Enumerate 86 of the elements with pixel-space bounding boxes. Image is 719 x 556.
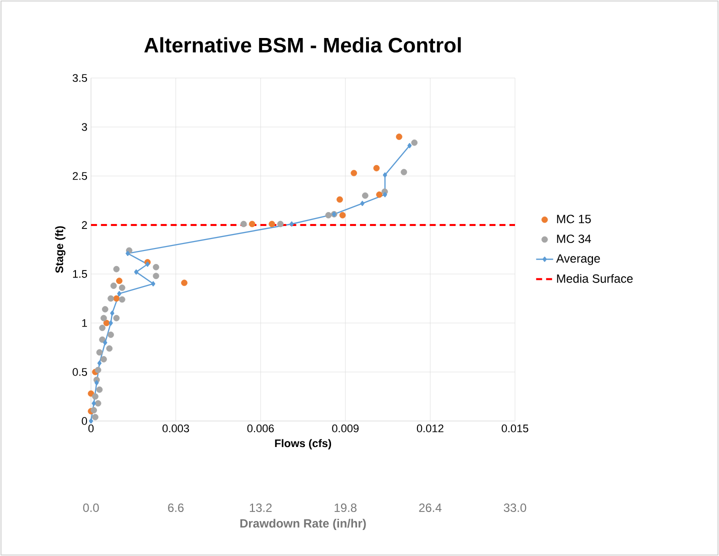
point [290, 221, 294, 227]
y-tick-label: 3 [82, 123, 87, 131]
y-tick-label: 0 [82, 417, 88, 425]
point [152, 272, 160, 280]
point [88, 418, 94, 424]
legend-label: MC 34 [557, 234, 591, 244]
legend-label: MC 15 [557, 214, 591, 224]
x-axis-title: Flows (cfs) [275, 439, 332, 450]
point [145, 262, 150, 267]
y-tick-label: 2.5 [72, 172, 88, 180]
point [108, 332, 114, 338]
point [110, 282, 117, 289]
point [268, 220, 276, 228]
point [411, 139, 418, 146]
point [118, 296, 126, 303]
point [396, 134, 402, 140]
x2-tick-label: 13.2 [250, 504, 272, 512]
point [373, 164, 380, 172]
point [113, 314, 120, 322]
y-tick-label: 0.5 [72, 368, 88, 376]
legend-label: Average [556, 254, 600, 266]
point [103, 340, 108, 346]
point [92, 414, 98, 420]
point [134, 269, 138, 275]
x2-tick-label: 19.8 [334, 504, 357, 512]
chart-title: Alternative BSM - Media Control [144, 37, 461, 53]
point [248, 220, 256, 228]
x-tick-label: 0.012 [416, 424, 444, 432]
x2-axis-title: Drawdown Rate (in/hr) [240, 518, 366, 530]
point [92, 393, 98, 400]
point [118, 284, 126, 291]
point [102, 306, 108, 312]
point [97, 360, 102, 366]
point [106, 345, 113, 352]
x2-tick-label: 6.6 [168, 504, 184, 512]
point [103, 320, 110, 326]
point [362, 192, 368, 199]
y-tick-label: 2 [82, 221, 87, 229]
point [92, 400, 96, 406]
x-tick-label: 0.003 [162, 424, 190, 432]
point [108, 295, 114, 302]
point [96, 386, 103, 393]
x-tick-label: 0.015 [502, 424, 528, 432]
point [336, 196, 343, 203]
x2-tick-label: 0.0 [83, 504, 99, 512]
point [100, 314, 107, 322]
point [407, 143, 412, 148]
point [113, 266, 120, 272]
point [99, 324, 106, 332]
point [117, 291, 122, 296]
legend-label: Media Surface [557, 274, 633, 283]
point [126, 250, 130, 256]
point [360, 200, 364, 206]
x-tick-label: 0.006 [247, 424, 274, 432]
point [151, 281, 156, 286]
x2-tick-label: 26.4 [419, 504, 442, 512]
point [350, 170, 358, 176]
point [94, 400, 102, 407]
y-tick-label: 1 [82, 319, 87, 327]
point [240, 220, 247, 228]
point [113, 295, 120, 302]
point [339, 212, 346, 218]
point [116, 278, 122, 284]
x2-tick-label: 33.0 [504, 504, 526, 512]
point [90, 407, 98, 414]
point [99, 336, 106, 343]
point [181, 280, 188, 286]
point [88, 390, 94, 397]
point [382, 192, 388, 198]
y-axis-title: Stage (ft) [55, 226, 66, 273]
point [376, 191, 383, 198]
point [382, 172, 388, 178]
y-tick-label: 1.5 [73, 270, 88, 278]
point [100, 356, 107, 362]
x-tick-label: 0 [88, 424, 94, 432]
point [152, 264, 160, 270]
point [108, 320, 113, 326]
point [96, 349, 103, 356]
point [400, 168, 408, 176]
y-tick-label: 3.5 [72, 74, 88, 82]
point [110, 310, 114, 316]
point [94, 380, 99, 386]
point [325, 212, 332, 218]
point [94, 366, 102, 374]
point [277, 220, 284, 228]
x-tick-label: 0.009 [332, 424, 359, 432]
